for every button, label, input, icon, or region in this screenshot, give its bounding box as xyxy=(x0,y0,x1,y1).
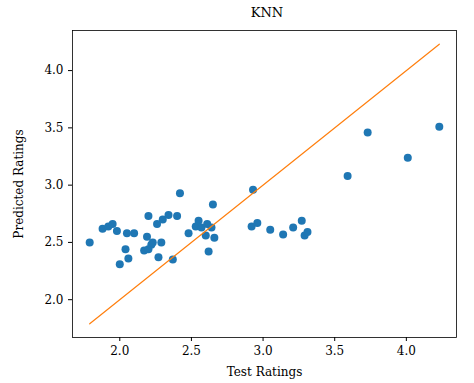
svg-text:4.0: 4.0 xyxy=(397,344,416,358)
svg-text:2.0: 2.0 xyxy=(110,344,129,358)
svg-text:Test Ratings: Test Ratings xyxy=(227,365,303,379)
svg-text:4.0: 4.0 xyxy=(44,63,63,77)
svg-text:3.0: 3.0 xyxy=(44,178,63,192)
svg-text:Predicted Ratings: Predicted Ratings xyxy=(12,129,26,238)
svg-text:2.0: 2.0 xyxy=(44,293,63,307)
svg-text:3.0: 3.0 xyxy=(254,344,273,358)
svg-text:2.5: 2.5 xyxy=(44,235,63,249)
svg-text:3.5: 3.5 xyxy=(325,344,344,358)
svg-text:3.5: 3.5 xyxy=(44,121,63,135)
svg-text:2.5: 2.5 xyxy=(182,344,201,358)
html-text:KNN: KNN xyxy=(250,5,284,20)
